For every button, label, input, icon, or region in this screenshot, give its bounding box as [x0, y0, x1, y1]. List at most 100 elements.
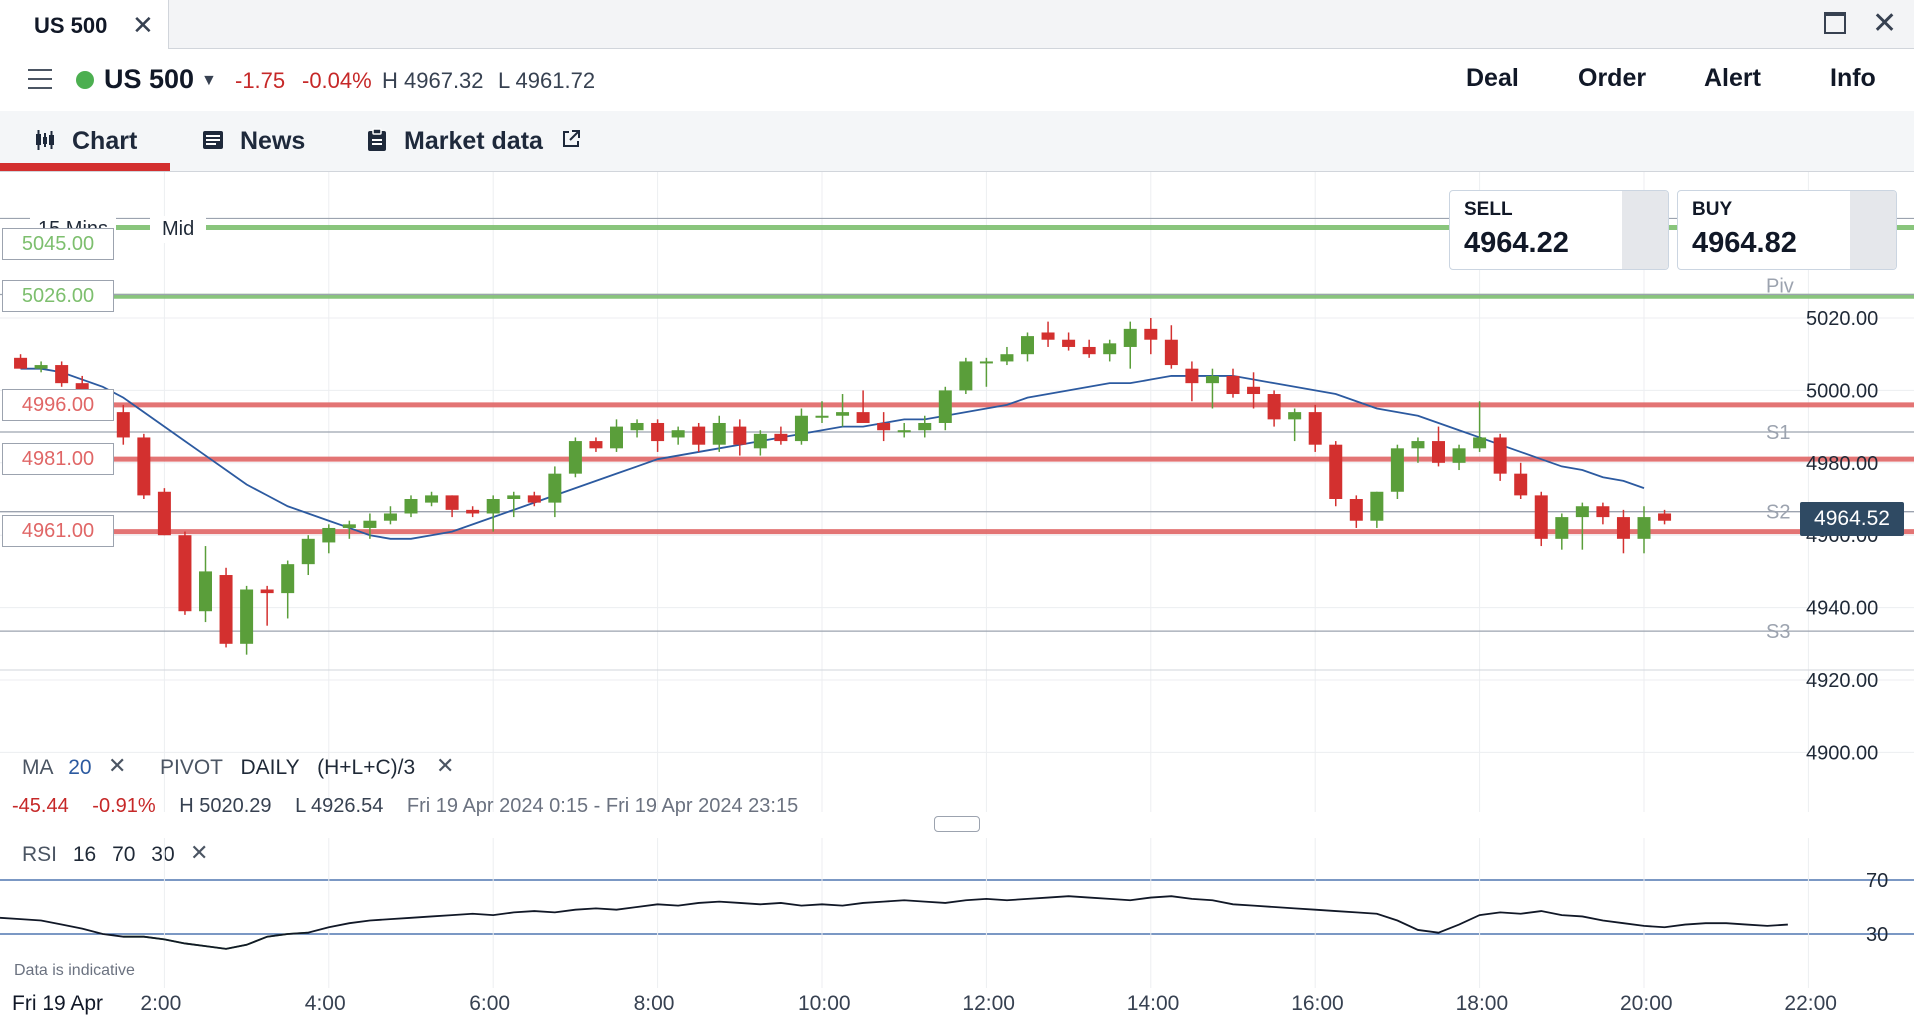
candle-body	[1411, 441, 1425, 449]
level-label-s3: 4961.00	[2, 515, 114, 547]
tab-news[interactable]: News	[240, 127, 306, 155]
sell-price: 4964.22	[1464, 227, 1569, 259]
candle-body	[363, 520, 377, 528]
candle-body	[1308, 412, 1322, 445]
candle-body	[836, 412, 850, 416]
price-tick-label: 5000.00	[1806, 380, 1878, 402]
candle-body	[281, 564, 295, 594]
hamburger-menu-icon[interactable]	[28, 69, 52, 96]
candle-body	[260, 589, 274, 594]
rsi-legend: RSI 16 70 30	[22, 843, 175, 867]
rsi-tick-label: 70	[1866, 870, 1888, 892]
candle-body	[1164, 339, 1178, 366]
candle-body	[692, 426, 706, 445]
candle-body	[1432, 441, 1445, 463]
candle-body	[55, 365, 69, 384]
candle-body	[1103, 343, 1117, 355]
rsi-upper: 70	[112, 843, 136, 866]
candle-body	[979, 361, 993, 364]
candle-body	[1637, 517, 1651, 539]
rsi-tick-label: 30	[1866, 924, 1888, 946]
candle-body	[14, 357, 28, 369]
candle-body	[527, 495, 541, 503]
close-tab-icon[interactable]: ✕	[132, 10, 154, 40]
info-button[interactable]: Info	[1830, 64, 1876, 92]
remove-rsi-icon[interactable]: ✕	[190, 840, 209, 865]
window-tab[interactable]	[0, 0, 169, 49]
time-tick-label: 16:00	[1291, 992, 1344, 1015]
pivot-legend: PIVOT DAILY (H+L+C)/3	[160, 756, 415, 780]
external-link-icon[interactable]	[560, 128, 582, 150]
candle-body	[219, 575, 233, 644]
candle-body	[568, 441, 582, 474]
price-tick-label: 4940.00	[1806, 598, 1878, 620]
data-indicative-note: Data is indicative	[14, 962, 135, 979]
candle-body	[157, 491, 171, 536]
alert-button[interactable]: Alert	[1704, 64, 1761, 92]
candle-body	[1534, 495, 1548, 539]
candle-body	[1575, 506, 1589, 518]
candle-body	[1658, 513, 1672, 521]
pane-resize-handle[interactable]	[934, 816, 980, 832]
candle-body	[1267, 394, 1281, 420]
stats-range: Fri 19 Apr 2024 0:15 - Fri 19 Apr 2024 2…	[406, 795, 799, 817]
price-type-selector[interactable]: Mid	[150, 216, 207, 243]
candle-body	[1082, 346, 1096, 355]
candle-body	[404, 499, 418, 514]
remove-ma-icon[interactable]: ✕	[108, 753, 127, 778]
tab-chart[interactable]: Chart	[72, 127, 138, 155]
candle-body	[1205, 375, 1219, 384]
price-axis: 4900.004920.004940.004960.004980.005000.…	[1806, 308, 1878, 764]
rsi-axis: 70 30	[1866, 870, 1888, 946]
candle-body	[589, 441, 603, 449]
candle-body	[1288, 412, 1302, 420]
candle-body	[1062, 339, 1076, 347]
stats-change-abs: -45.44	[12, 795, 69, 817]
pivot-period: DAILY	[240, 756, 300, 779]
stats-low: L 4926.54	[295, 795, 384, 817]
pivot-marker-piv: Piv	[1766, 275, 1794, 297]
candle-body	[322, 527, 336, 543]
candle-body	[733, 426, 747, 445]
instrument-high: H 4967.32	[382, 68, 484, 93]
candle-body	[1144, 328, 1158, 340]
level-label-s2: 4981.00	[2, 443, 114, 475]
tab-market-data[interactable]: Market data	[404, 127, 543, 155]
rsi-chart[interactable]: 70 30	[0, 838, 1914, 988]
pivot-marker-s1: S1	[1766, 422, 1790, 444]
time-tick-label: 20:00	[1620, 992, 1673, 1015]
price-tick-label: 4900.00	[1806, 742, 1878, 764]
pivot-formula: (H+L+C)/3	[317, 756, 416, 779]
time-tick-label: 6:00	[469, 992, 511, 1015]
candle-body	[486, 499, 500, 514]
candle-body	[815, 415, 829, 418]
buy-price: 4964.82	[1692, 227, 1797, 259]
candle-body	[445, 495, 459, 510]
remove-pivot-icon[interactable]: ✕	[436, 753, 455, 778]
deal-button[interactable]: Deal	[1466, 64, 1519, 92]
stats-row: -45.44 -0.91% H 5020.29 L 4926.54 Fri 19…	[12, 795, 816, 818]
ma-period: 20	[68, 756, 92, 779]
candle-body	[1123, 328, 1137, 347]
window-tab-title: US 500	[34, 13, 108, 38]
time-tick-label: 2:00	[140, 992, 182, 1015]
buy-button[interactable]: BUY 4964.82	[1677, 190, 1897, 270]
chevron-down-icon[interactable]: ▼	[201, 72, 217, 89]
instrument-name[interactable]: US 500	[104, 64, 195, 94]
candle-body	[1616, 517, 1630, 539]
rsi-period: 16	[72, 843, 97, 866]
candle-body	[1596, 506, 1610, 518]
candle-body	[425, 495, 439, 503]
candle-body	[712, 422, 726, 445]
maximize-icon[interactable]	[1824, 12, 1846, 34]
market-open-status-dot	[76, 71, 94, 89]
candle-body	[466, 509, 480, 514]
candle-body	[507, 495, 521, 499]
sell-label: SELL	[1464, 199, 1513, 220]
time-tick-label: 10:00	[798, 992, 851, 1015]
order-button[interactable]: Order	[1578, 64, 1647, 92]
window-tab-strip	[0, 0, 1914, 49]
close-window-icon[interactable]: ✕	[1872, 7, 1898, 40]
sell-button[interactable]: SELL 4964.22	[1449, 190, 1669, 270]
